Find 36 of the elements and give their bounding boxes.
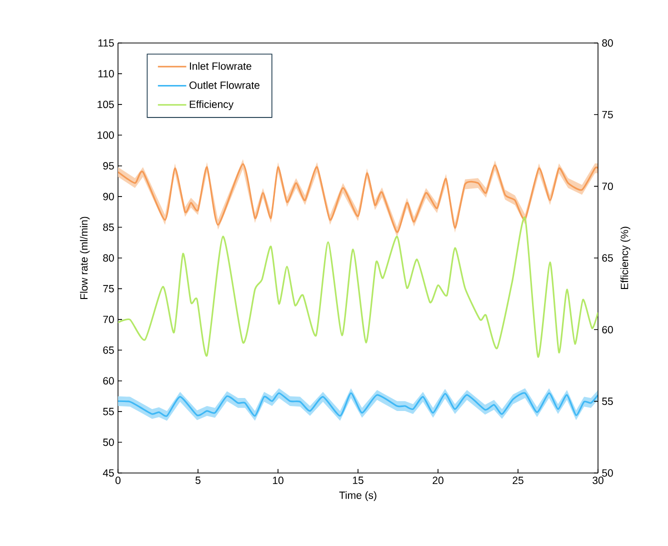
- y2-tick-label: 50: [602, 469, 613, 477]
- y-tick-label: 70: [103, 316, 114, 324]
- x-tick-label: 25: [512, 476, 524, 484]
- y-tick-label: 85: [103, 224, 114, 231]
- legend-label: Outlet Flowrate: [190, 81, 260, 89]
- x-tick-label: 15: [352, 476, 364, 484]
- line-series: [118, 217, 598, 358]
- y-tick-label: 45: [102, 469, 114, 477]
- y2-tick-label: 75: [602, 111, 613, 118]
- y2-tick-label: 55: [602, 398, 613, 405]
- y-tick-label: 105: [98, 100, 114, 108]
- y-tick-label: 60: [103, 377, 114, 385]
- y-tick-label: 95: [103, 162, 114, 170]
- y-tick-label: 50: [103, 438, 114, 446]
- y-tick-label: 100: [98, 131, 114, 139]
- x-tick-label: 20: [432, 476, 444, 484]
- y-tick-label: 80: [103, 254, 114, 262]
- y-tick-label: 115: [98, 39, 114, 47]
- y2-tick-label: 60: [602, 326, 613, 334]
- x-tick-label: 10: [272, 476, 284, 484]
- y2-tick-label: 70: [602, 182, 613, 190]
- y-tick-label: 90: [103, 192, 114, 200]
- y2-tick-label: 80: [602, 39, 613, 47]
- y-tick-label: 75: [103, 285, 114, 292]
- y-tick-label: 65: [103, 346, 114, 354]
- x-tick-label: 5: [196, 476, 200, 484]
- legend-label: Inlet Flowrate: [190, 62, 252, 70]
- y-tick-label: 55: [103, 408, 114, 416]
- y2-axis-title: Efficiency (%): [620, 226, 630, 289]
- x-tick-label: 30: [592, 476, 604, 484]
- y2-tick-label: 65: [602, 254, 613, 262]
- x-axis-title: Time (s): [339, 491, 376, 501]
- x-tick-label: 0: [116, 476, 121, 484]
- y-axis-title: Flow rate (ml/min): [80, 216, 90, 299]
- y-tick-label: 110: [98, 70, 114, 78]
- legend-label: Efficiency: [190, 100, 234, 110]
